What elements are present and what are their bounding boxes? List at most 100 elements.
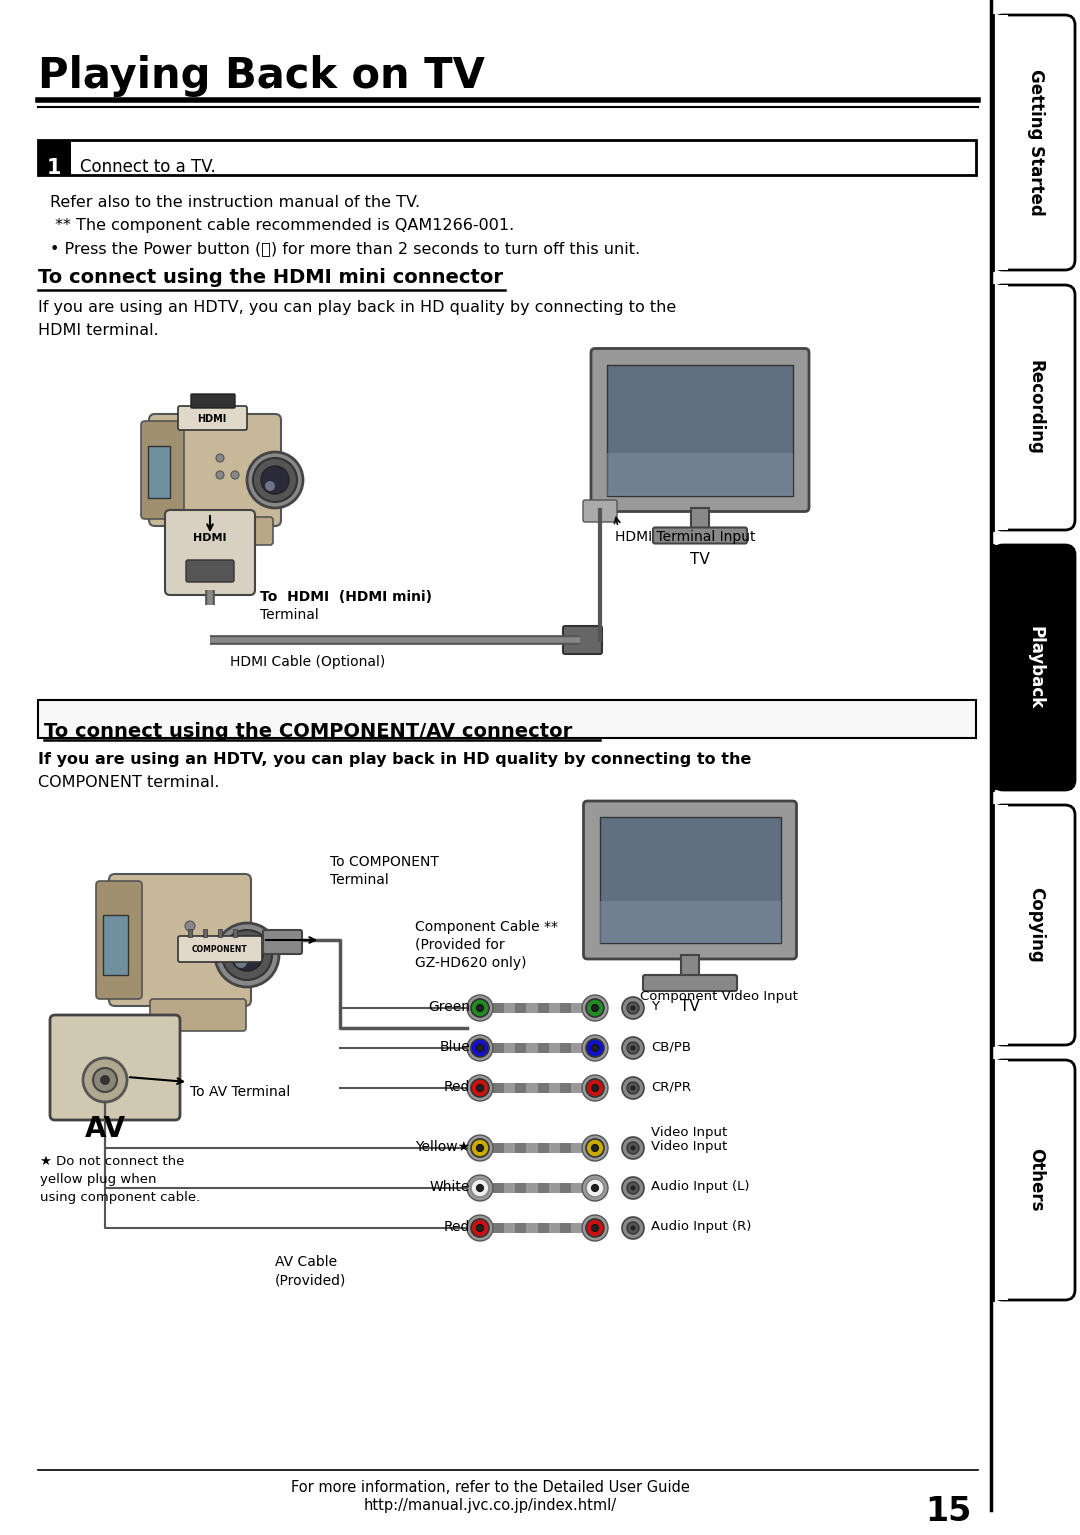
Bar <box>549 1183 559 1193</box>
Bar <box>504 1002 515 1013</box>
Bar <box>559 1223 571 1233</box>
Circle shape <box>627 1042 639 1055</box>
Circle shape <box>592 1044 598 1051</box>
Bar <box>492 1084 504 1093</box>
Text: To COMPONENT: To COMPONENT <box>330 855 438 869</box>
Circle shape <box>592 1085 598 1091</box>
Bar <box>504 1183 515 1193</box>
Bar <box>38 140 71 175</box>
Circle shape <box>586 1039 604 1058</box>
Text: Component Cable **: Component Cable ** <box>415 919 558 933</box>
Text: Copying: Copying <box>1027 887 1045 962</box>
FancyBboxPatch shape <box>643 975 737 992</box>
Bar <box>559 1084 571 1093</box>
Circle shape <box>93 1068 117 1091</box>
Text: Others: Others <box>1027 1148 1045 1211</box>
Bar <box>559 1042 571 1053</box>
Text: http://manual.jvc.co.jp/index.html/: http://manual.jvc.co.jp/index.html/ <box>364 1498 617 1514</box>
Bar <box>492 1002 504 1013</box>
Circle shape <box>253 457 297 502</box>
Bar <box>203 929 207 936</box>
Bar <box>571 1042 582 1053</box>
FancyBboxPatch shape <box>993 545 1075 791</box>
Bar <box>993 1061 1008 1300</box>
FancyBboxPatch shape <box>563 626 602 654</box>
Circle shape <box>185 939 195 950</box>
Text: HDMI Cable (Optional): HDMI Cable (Optional) <box>230 655 386 669</box>
Text: GZ-HD620 only): GZ-HD620 only) <box>415 956 527 970</box>
Bar <box>103 915 129 975</box>
Circle shape <box>185 921 195 932</box>
Circle shape <box>467 1035 492 1061</box>
Circle shape <box>476 1044 484 1051</box>
Text: Video Input: Video Input <box>651 1141 727 1153</box>
FancyBboxPatch shape <box>993 15 1075 270</box>
Circle shape <box>467 1074 492 1101</box>
Circle shape <box>592 1185 598 1191</box>
FancyBboxPatch shape <box>178 405 247 430</box>
Text: Video Input: Video Input <box>651 1127 727 1139</box>
Circle shape <box>476 1085 484 1091</box>
Text: AV: AV <box>84 1114 125 1144</box>
Bar <box>526 1042 538 1053</box>
FancyBboxPatch shape <box>165 510 255 596</box>
Circle shape <box>202 939 212 950</box>
FancyBboxPatch shape <box>141 421 184 519</box>
Bar <box>492 1183 504 1193</box>
FancyBboxPatch shape <box>583 801 797 959</box>
Bar <box>526 1002 538 1013</box>
Bar <box>571 1183 582 1193</box>
Text: AV Cable: AV Cable <box>275 1256 337 1269</box>
Circle shape <box>627 1222 639 1234</box>
Text: TV: TV <box>680 999 700 1015</box>
Bar <box>526 1183 538 1193</box>
Bar <box>691 508 708 530</box>
Circle shape <box>586 1179 604 1197</box>
Bar <box>492 1223 504 1233</box>
Text: HDMI: HDMI <box>193 533 227 543</box>
Bar <box>549 1042 559 1053</box>
Bar <box>188 929 192 936</box>
Text: (Provided for: (Provided for <box>415 938 504 952</box>
Circle shape <box>586 1219 604 1237</box>
Bar <box>38 700 976 738</box>
Bar <box>504 1223 515 1233</box>
Circle shape <box>476 1004 484 1012</box>
Bar <box>515 1002 526 1013</box>
Circle shape <box>622 1038 644 1059</box>
Circle shape <box>631 1145 635 1151</box>
Circle shape <box>467 1216 492 1240</box>
Bar <box>993 804 1008 1045</box>
Circle shape <box>627 1142 639 1154</box>
Text: If you are using an HDTV, you can play back in HD quality by connecting to the: If you are using an HDTV, you can play b… <box>38 752 752 768</box>
Circle shape <box>222 930 272 979</box>
Bar <box>549 1144 559 1153</box>
Circle shape <box>467 1134 492 1160</box>
Circle shape <box>231 471 239 479</box>
FancyBboxPatch shape <box>186 560 234 582</box>
Circle shape <box>247 451 303 508</box>
Bar <box>515 1084 526 1093</box>
Circle shape <box>471 999 489 1018</box>
Text: Red: Red <box>444 1081 470 1094</box>
Text: Component Video Input: Component Video Input <box>640 990 798 1002</box>
Text: Getting Started: Getting Started <box>1027 69 1045 216</box>
Bar <box>538 1183 549 1193</box>
Circle shape <box>582 1035 608 1061</box>
Text: Y: Y <box>651 999 659 1013</box>
Text: (Provided): (Provided) <box>275 1273 347 1286</box>
FancyBboxPatch shape <box>264 930 302 953</box>
Bar <box>515 1042 526 1053</box>
Bar <box>38 140 976 175</box>
Circle shape <box>476 1225 484 1231</box>
Circle shape <box>586 999 604 1018</box>
Bar <box>549 1084 559 1093</box>
Circle shape <box>631 1005 635 1010</box>
Text: If you are using an HDTV, you can play back in HD quality by connecting to the: If you are using an HDTV, you can play b… <box>38 299 676 315</box>
Bar <box>538 1084 549 1093</box>
Bar <box>538 1002 549 1013</box>
FancyBboxPatch shape <box>993 1061 1075 1300</box>
Circle shape <box>586 1079 604 1098</box>
FancyBboxPatch shape <box>178 936 262 962</box>
Text: White: White <box>430 1180 470 1194</box>
